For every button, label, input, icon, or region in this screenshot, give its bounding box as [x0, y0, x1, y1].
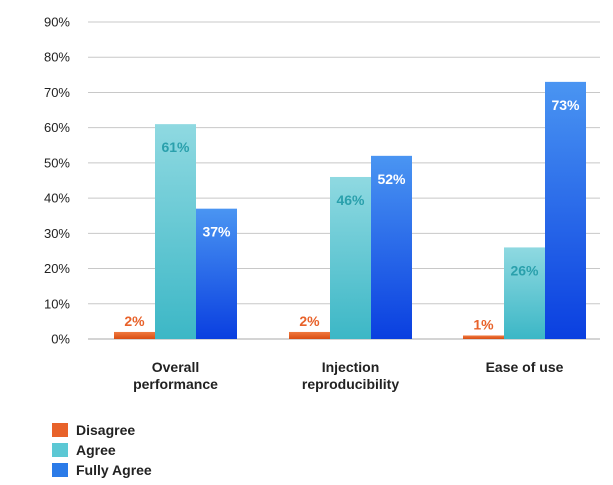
legend-swatch-disagree — [52, 423, 68, 437]
legend-swatch-fully-agree — [52, 463, 68, 477]
x-tick-label-2-0: Ease of use — [486, 359, 564, 375]
y-tick-label-20: 20% — [44, 261, 70, 276]
y-tick-label-70: 70% — [44, 85, 70, 100]
y-tick-label-60: 60% — [44, 120, 70, 135]
legend: Disagree Agree Fully Agree — [52, 420, 152, 480]
data-label-agree-1: 46% — [336, 192, 365, 208]
y-tick-label-90: 90% — [44, 15, 70, 30]
y-tick-label-50: 50% — [44, 155, 70, 170]
y-tick-label-0: 0% — [51, 332, 70, 347]
x-tick-label-0-0: Overall — [152, 359, 199, 375]
y-tick-label-80: 80% — [44, 50, 70, 65]
x-tick-label-0-1: performance — [133, 376, 218, 392]
legend-item-fully-agree: Fully Agree — [52, 460, 152, 480]
data-label-agree-0: 61% — [161, 139, 190, 155]
data-label-disagree-0: 2% — [124, 313, 145, 329]
bar-fully-agree-0 — [196, 208, 237, 339]
data-label-fully-agree-1: 52% — [377, 171, 406, 187]
data-label-fully-agree-2: 73% — [551, 97, 580, 113]
bar-disagree-0 — [114, 331, 155, 339]
legend-item-disagree: Disagree — [52, 420, 152, 440]
bar-agree-0 — [155, 124, 196, 340]
bar-disagree-2 — [463, 335, 504, 339]
data-label-disagree-2: 1% — [473, 316, 494, 332]
bar-disagree-1 — [289, 331, 330, 339]
x-tick-label-1-0: Injection — [322, 359, 380, 375]
bar-fully-agree-1 — [371, 155, 412, 339]
legend-item-agree: Agree — [52, 440, 152, 460]
legend-label-agree: Agree — [76, 442, 116, 458]
y-tick-label-40: 40% — [44, 191, 70, 206]
y-tick-label-10: 10% — [44, 296, 70, 311]
y-tick-label-30: 30% — [44, 226, 70, 241]
data-label-fully-agree-0: 37% — [202, 224, 231, 240]
legend-label-fully-agree: Fully Agree — [76, 462, 152, 478]
bar-agree-2 — [504, 247, 545, 339]
legend-swatch-agree — [52, 443, 68, 457]
bar-agree-1 — [330, 176, 371, 339]
bar-fully-agree-2 — [545, 81, 586, 339]
data-label-disagree-1: 2% — [299, 313, 320, 329]
data-label-agree-2: 26% — [510, 262, 539, 278]
x-tick-label-1-1: reproducibility — [302, 376, 399, 392]
legend-label-disagree: Disagree — [76, 422, 136, 438]
